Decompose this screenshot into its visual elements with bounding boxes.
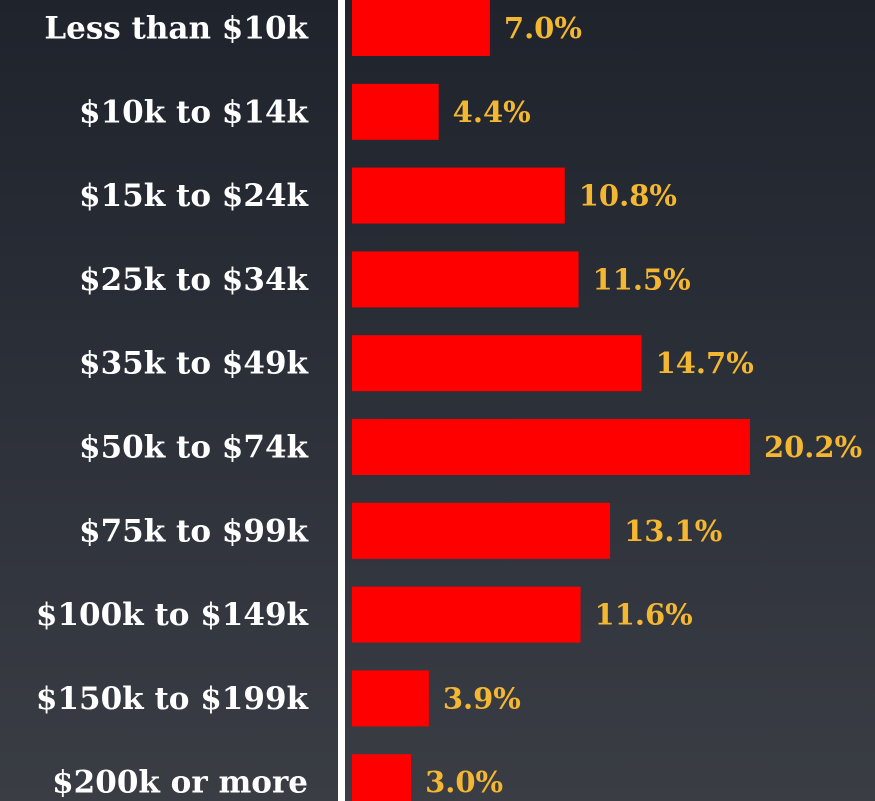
page: {"chart_data": {"type": "bar", "orientat… <box>0 0 875 801</box>
bar <box>352 419 750 475</box>
value-label: 3.9% <box>443 681 521 715</box>
value-label: 10.8% <box>579 179 677 213</box>
value-label: 14.7% <box>656 346 754 380</box>
chart: Less than $10k 7.0% $10k to $14k 4.4% $15k t… <box>0 0 875 801</box>
category-label: $50k to $74k <box>79 430 309 466</box>
value-label: 11.6% <box>595 598 693 632</box>
bar <box>352 168 565 224</box>
axis-line <box>338 0 345 801</box>
category-label: $150k to $199k <box>36 681 310 717</box>
bar <box>352 251 579 307</box>
value-label: 4.4% <box>453 95 531 129</box>
category-label: $25k to $34k <box>79 262 309 298</box>
bar <box>352 84 439 140</box>
category-label: $35k to $49k <box>79 346 309 382</box>
bar <box>352 587 581 643</box>
category-label: $75k to $99k <box>79 513 309 549</box>
value-label: 7.0% <box>504 11 582 45</box>
value-label: 13.1% <box>624 514 722 548</box>
category-label: $200k or more <box>52 765 308 801</box>
bar <box>352 0 490 56</box>
category-label: $15k to $24k <box>79 178 309 214</box>
category-label: $10k to $14k <box>79 94 309 130</box>
category-label: $100k to $149k <box>36 597 310 633</box>
value-label: 20.2% <box>764 430 862 464</box>
bar <box>352 335 642 391</box>
bar <box>352 503 610 559</box>
value-label: 11.5% <box>593 262 691 296</box>
category-label: Less than $10k <box>44 11 309 47</box>
value-label: 3.0% <box>425 765 503 799</box>
bar <box>352 754 411 801</box>
bar <box>352 670 429 726</box>
